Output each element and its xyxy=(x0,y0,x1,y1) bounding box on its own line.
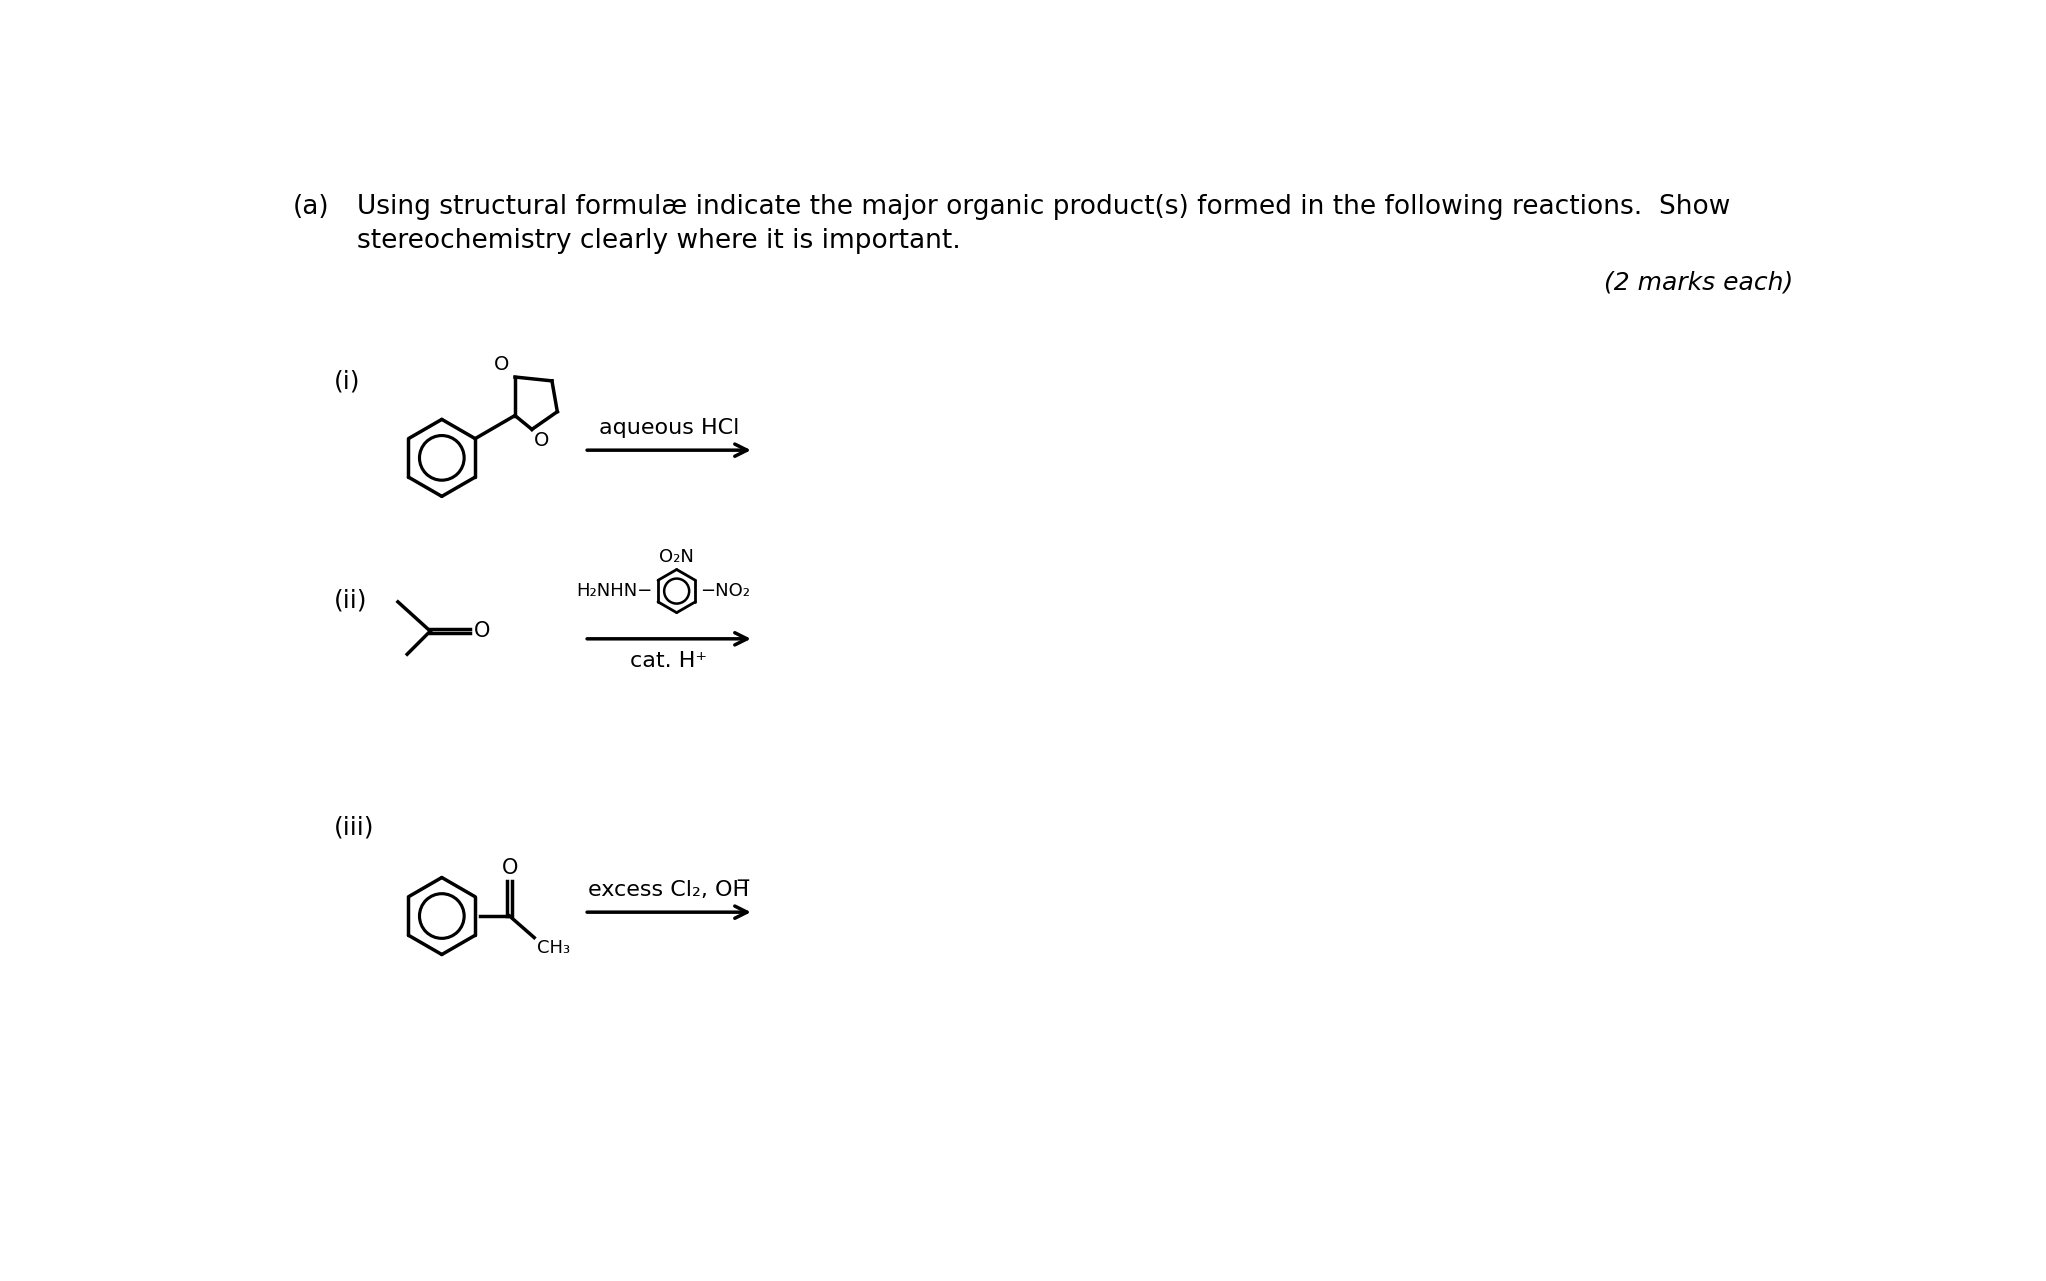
Text: (2 marks each): (2 marks each) xyxy=(1604,270,1792,295)
Text: O: O xyxy=(534,430,548,450)
Text: Using structural formulæ indicate the major organic product(s) formed in the fol: Using structural formulæ indicate the ma… xyxy=(358,193,1731,220)
Text: excess Cl₂, OH̅: excess Cl₂, OH̅ xyxy=(589,880,749,899)
Text: O: O xyxy=(475,621,491,640)
Text: O: O xyxy=(493,355,509,374)
Text: stereochemistry clearly where it is important.: stereochemistry clearly where it is impo… xyxy=(358,228,962,254)
Text: −NO₂: −NO₂ xyxy=(700,582,751,600)
Text: cat. H⁺: cat. H⁺ xyxy=(630,651,708,671)
Text: (iii): (iii) xyxy=(333,816,374,840)
Text: O: O xyxy=(501,857,518,877)
Text: CH₃: CH₃ xyxy=(538,939,571,957)
Text: (ii): (ii) xyxy=(333,589,368,612)
Text: (a): (a) xyxy=(293,193,329,220)
Text: O₂N: O₂N xyxy=(659,548,694,566)
Text: aqueous HCl: aqueous HCl xyxy=(599,418,739,438)
Text: (i): (i) xyxy=(333,369,360,393)
Text: H₂NHN−: H₂NHN− xyxy=(577,582,653,600)
